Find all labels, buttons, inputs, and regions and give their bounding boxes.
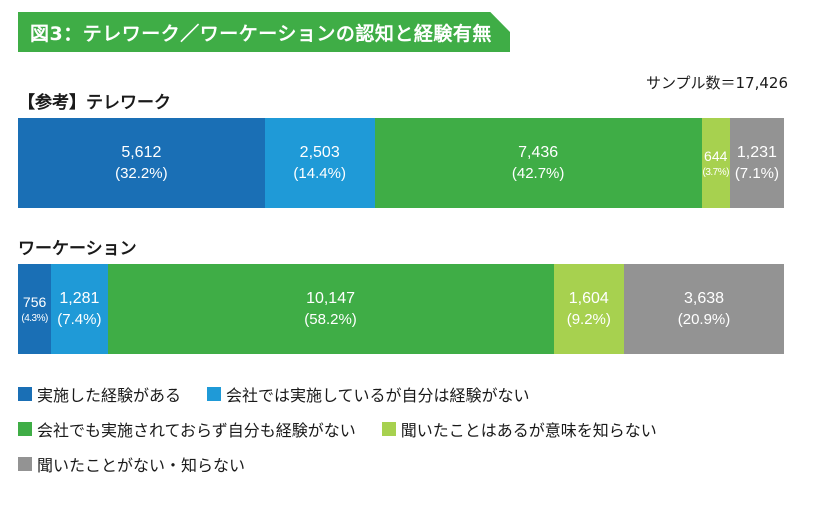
bar-segment: 10,147 (58.2%): [107, 264, 554, 354]
segment-value-label: 10,147: [306, 290, 355, 308]
segment-value-label: 1,281: [59, 290, 100, 308]
legend-label: 会社でも実施されておらず自分も経験がない: [37, 421, 356, 440]
chart-title: 図3：テレワーク／ワーケーションの認知と経験有無: [30, 22, 492, 45]
legend-swatch: [18, 422, 32, 436]
bar-segment: 1,231 (7.1%): [729, 118, 784, 208]
segment-percent-label: (7.4%): [57, 310, 102, 328]
legend-swatch: [207, 387, 222, 401]
segment-percent-label: (7.1%): [734, 164, 779, 182]
segment-value-label: 3,638: [683, 290, 725, 308]
legend-item: 聞いたことはあるが意味を知らない: [381, 415, 657, 443]
legend-item: 聞いたことがない・知らない: [18, 450, 245, 478]
segment-percent-label: (9.2%): [566, 310, 611, 328]
bar-label-workation: ワーケーション: [18, 239, 137, 259]
legend-item: 会社でも実施されておらず自分も経験がない: [18, 415, 356, 443]
legend-label: 会社では実施しているが自分は経験がない: [226, 386, 530, 405]
legend-label: 聞いたことがない・知らない: [37, 456, 246, 475]
bar-telework: 5,612 (32.2%) 2,503 (14.4%) 7,436 (42.7%) 644 (…: [18, 118, 784, 208]
bar-segment: 3,638 (20.9%): [624, 264, 784, 354]
segment-value-label: 1,604: [568, 290, 609, 308]
legend-swatch: [18, 457, 32, 471]
segment-value-label: 5,612: [121, 144, 162, 162]
sample-size: サンプル数＝17,426: [645, 74, 788, 92]
bar-segment: 2,503 (14.4%): [264, 118, 375, 208]
bar-segment: 1,604 (9.2%): [553, 264, 625, 354]
segment-percent-label: (20.9%): [677, 310, 731, 328]
bar-segment: 7,436 (42.7%): [374, 118, 702, 208]
segment-percent-label: (3.7%): [702, 166, 729, 178]
legend-label: 聞いたことはあるが意味を知らない: [400, 421, 657, 440]
segment-value-label: 756: [22, 293, 47, 310]
bar-segment: 5,612 (32.2%): [18, 118, 265, 208]
legend-item: 会社では実施しているが自分は経験がない: [207, 380, 530, 408]
segment-percent-label: (4.3%): [21, 312, 48, 324]
segment-percent-label: (32.2%): [115, 164, 168, 182]
segment-value-label: 644: [704, 147, 728, 164]
segment-percent-label: (58.2%): [304, 310, 357, 328]
legend-swatch: [18, 387, 32, 401]
segment-percent-label: (14.4%): [293, 164, 346, 182]
segment-value-label: 1,231: [736, 144, 777, 162]
chart-title-banner: 図3：テレワーク／ワーケーションの認知と経験有無: [18, 12, 510, 52]
segment-percent-label: (42.7%): [511, 164, 565, 182]
legend-item: 実施した経験がある: [18, 380, 181, 408]
legend: 実施した経験がある 会社では実施しているが自分は経験がない会社でも実施されておらず…: [18, 380, 818, 478]
segment-value-label: 2,503: [299, 144, 340, 162]
bar-label-telework: 【参考】テレワーク: [18, 93, 171, 113]
bar-segment: 1,281 (7.4%): [51, 264, 108, 354]
bar-workation: 756 (4.3%) 1,281 (7.4%) 10,147 (58.2%) 1,604 (9…: [18, 264, 784, 354]
legend-swatch: [381, 422, 396, 436]
bar-segment: 756 (4.3%): [18, 264, 52, 354]
segment-value-label: 7,436: [518, 144, 559, 162]
legend-label: 実施した経験がある: [37, 386, 182, 405]
bar-segment: 644 (3.7%): [701, 118, 730, 208]
